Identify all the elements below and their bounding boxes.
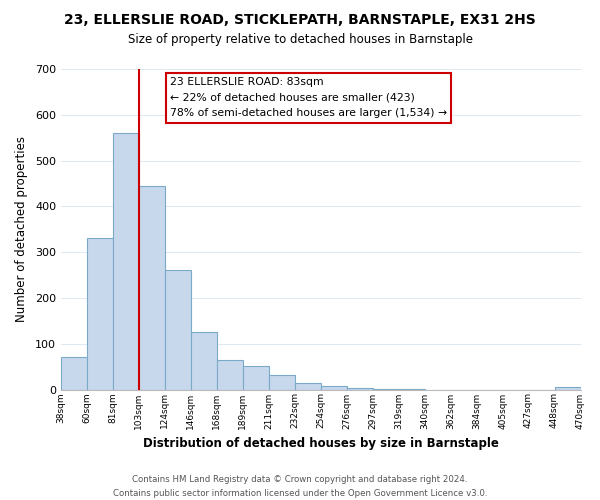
Bar xyxy=(61,358,87,390)
Text: 23, ELLERSLIE ROAD, STICKLEPATH, BARNSTAPLE, EX31 2HS: 23, ELLERSLIE ROAD, STICKLEPATH, BARNSTA… xyxy=(64,12,536,26)
Bar xyxy=(554,387,581,390)
Y-axis label: Number of detached properties: Number of detached properties xyxy=(15,136,28,322)
Bar xyxy=(217,360,243,390)
Bar xyxy=(87,238,113,390)
Bar xyxy=(295,382,321,390)
X-axis label: Distribution of detached houses by size in Barnstaple: Distribution of detached houses by size … xyxy=(143,437,499,450)
Text: Size of property relative to detached houses in Barnstaple: Size of property relative to detached ho… xyxy=(128,32,473,46)
Bar xyxy=(113,133,139,390)
Bar xyxy=(373,388,398,390)
Bar xyxy=(321,386,347,390)
Bar xyxy=(347,388,373,390)
Bar xyxy=(191,332,217,390)
Bar xyxy=(165,270,191,390)
Text: 23 ELLERSLIE ROAD: 83sqm
← 22% of detached houses are smaller (423)
78% of semi-: 23 ELLERSLIE ROAD: 83sqm ← 22% of detach… xyxy=(170,77,447,118)
Bar xyxy=(269,375,295,390)
Bar xyxy=(243,366,269,390)
Text: Contains HM Land Registry data © Crown copyright and database right 2024.
Contai: Contains HM Land Registry data © Crown c… xyxy=(113,476,487,498)
Bar xyxy=(139,186,165,390)
